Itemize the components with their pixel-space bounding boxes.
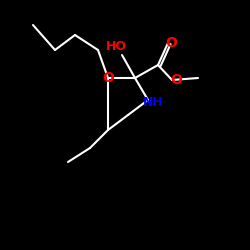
Text: HO: HO: [106, 40, 126, 54]
Text: O: O: [170, 73, 182, 87]
Text: O: O: [102, 71, 114, 85]
Text: NH: NH: [142, 96, 164, 108]
Text: O: O: [165, 36, 177, 50]
